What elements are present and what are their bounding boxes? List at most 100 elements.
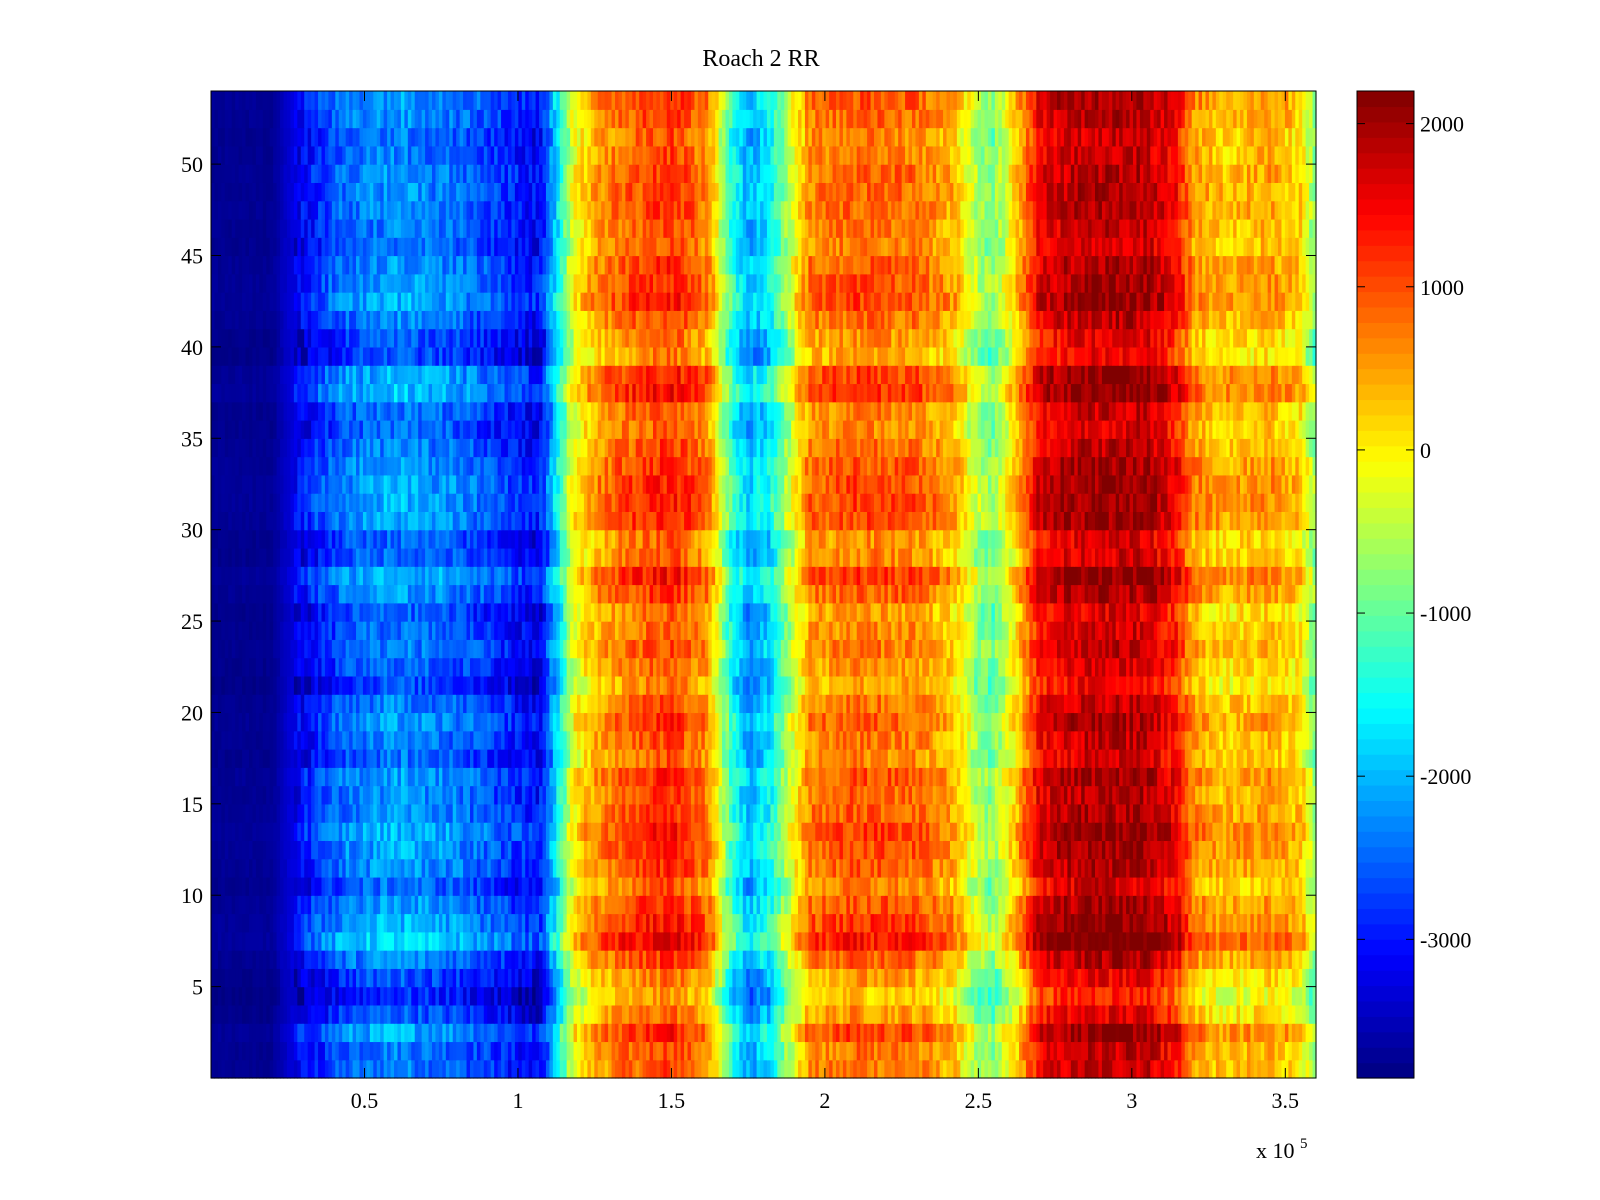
heatmap-cell: [376, 968, 381, 988]
heatmap-cell: [1284, 876, 1289, 896]
heatmap-cell: [732, 1059, 737, 1079]
heatmap-cell: [435, 968, 440, 988]
heatmap-cell: [977, 858, 982, 878]
heatmap-cell: [252, 950, 257, 969]
heatmap-cell: [269, 1004, 274, 1024]
heatmap-cell: [601, 913, 606, 933]
heatmap-cell: [1233, 986, 1238, 1006]
heatmap-cell: [791, 1004, 796, 1024]
heatmap-cell: [1053, 895, 1058, 915]
heatmap-cell: [1236, 876, 1241, 896]
heatmap-cell: [473, 822, 478, 841]
heatmap-cell: [1260, 950, 1265, 969]
heatmap-cell: [1153, 1004, 1158, 1024]
heatmap-cell: [1291, 950, 1296, 969]
heatmap-cell: [255, 1004, 260, 1024]
heatmap-cell: [1243, 968, 1248, 988]
heatmap-cell: [255, 822, 260, 841]
heatmap-cell: [725, 968, 730, 988]
heatmap-cell: [293, 1059, 298, 1079]
heatmap-cell: [280, 950, 285, 969]
heatmap-cell: [687, 968, 692, 988]
heatmap-cell: [214, 968, 219, 988]
heatmap-cell: [621, 1041, 626, 1061]
heatmap-cell: [359, 785, 364, 805]
heatmap-cell: [262, 858, 267, 878]
heatmap-cell: [804, 1041, 809, 1061]
heatmap-cell: [829, 931, 834, 951]
heatmap-cell: [1198, 1059, 1203, 1079]
heatmap-cell: [632, 1059, 637, 1079]
heatmap-cell: [1046, 986, 1051, 1006]
heatmap-cell: [884, 913, 889, 933]
heatmap-cell: [466, 803, 471, 823]
heatmap-cell: [1088, 1023, 1093, 1043]
heatmap-cell: [680, 1059, 685, 1079]
heatmap-cell: [238, 1041, 243, 1061]
heatmap-cell: [428, 1023, 433, 1043]
heatmap-cell: [1170, 895, 1176, 915]
heatmap-cell: [452, 1023, 457, 1043]
heatmap-cell: [425, 1059, 430, 1079]
heatmap-cell: [687, 858, 692, 878]
heatmap-cell: [877, 931, 882, 951]
heatmap-cell: [331, 913, 336, 933]
heatmap-cell: [390, 822, 395, 841]
heatmap-cell: [649, 840, 654, 860]
heatmap-cell: [708, 968, 713, 988]
heatmap-cell: [1067, 1004, 1072, 1024]
heatmap-cell: [1250, 876, 1255, 896]
heatmap-cell: [238, 1023, 243, 1043]
heatmap-cell: [663, 931, 668, 951]
heatmap-cell: [1029, 968, 1034, 988]
heatmap-cell: [891, 803, 896, 823]
heatmap-cell: [445, 1041, 450, 1061]
heatmap-cell: [1098, 803, 1103, 823]
heatmap-cell: [818, 950, 823, 969]
heatmap-cell: [445, 1004, 450, 1024]
heatmap-cell: [1222, 950, 1227, 969]
heatmap-cell: [1039, 803, 1044, 823]
heatmap-cell: [722, 1023, 727, 1043]
heatmap-cell: [369, 950, 374, 969]
heatmap-cell: [556, 876, 561, 896]
heatmap-cell: [1153, 840, 1158, 860]
heatmap-cell: [418, 785, 423, 805]
heatmap-cell: [963, 1004, 968, 1024]
heatmap-cell: [732, 785, 737, 805]
heatmap-cell: [259, 913, 264, 933]
heatmap-cell: [342, 931, 347, 951]
heatmap-cell: [456, 822, 461, 841]
heatmap-cell: [290, 840, 295, 860]
heatmap-cell: [452, 950, 457, 969]
heatmap-cell: [1205, 913, 1210, 933]
heatmap-cell: [901, 803, 906, 823]
heatmap-cell: [1202, 1004, 1207, 1024]
heatmap-cell: [1181, 931, 1186, 951]
heatmap-cell: [1188, 968, 1193, 988]
heatmap-cell: [380, 895, 385, 915]
heatmap-cell: [1157, 1004, 1162, 1024]
heatmap-cell: [1157, 950, 1162, 969]
heatmap-cell: [1050, 1041, 1055, 1061]
heatmap-cell: [580, 1023, 585, 1043]
heatmap-cell: [245, 1023, 250, 1043]
heatmap-cell: [566, 1004, 571, 1024]
heatmap-cell: [898, 1023, 903, 1043]
heatmap-cell: [911, 876, 917, 896]
heatmap-cell: [328, 950, 333, 969]
heatmap-cell: [445, 1023, 450, 1043]
heatmap-cell: [1053, 986, 1058, 1006]
heatmap-cell: [549, 931, 554, 951]
heatmap-cell: [356, 913, 361, 933]
heatmap-cell: [273, 1041, 278, 1061]
heatmap-cell: [832, 950, 837, 969]
heatmap-cell: [1177, 968, 1182, 988]
heatmap-cell: [1164, 858, 1169, 878]
heatmap-cell: [1260, 1004, 1265, 1024]
heatmap-cell: [939, 803, 944, 823]
heatmap-cell: [580, 986, 585, 1006]
heatmap-cell: [1032, 822, 1037, 841]
heatmap-cell: [1036, 803, 1041, 823]
heatmap-cell: [708, 822, 713, 841]
